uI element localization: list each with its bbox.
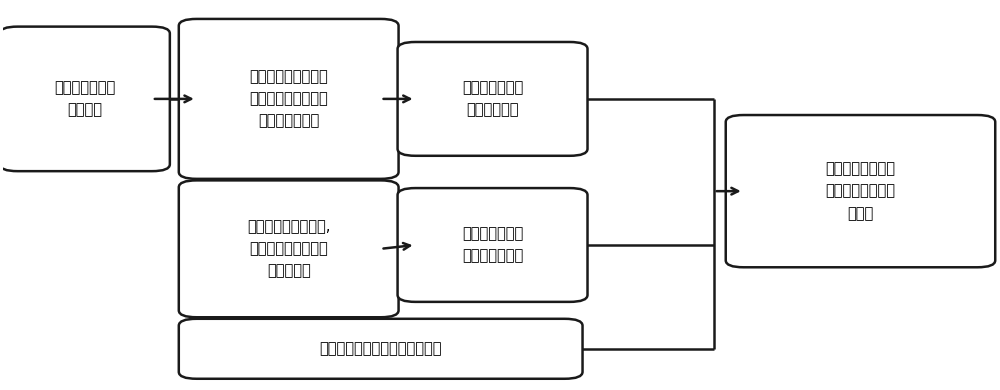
FancyBboxPatch shape <box>726 115 995 267</box>
Text: 根据室外实际条件计算环境参数: 根据室外实际条件计算环境参数 <box>319 341 442 356</box>
Text: 建立钙钛矿电池
分层传热模型: 建立钙钛矿电池 分层传热模型 <box>462 80 523 117</box>
Text: 基于热力学第二定律
分析钙钛矿电池各层
之间的传热机理: 基于热力学第二定律 分析钙钛矿电池各层 之间的传热机理 <box>249 69 328 129</box>
FancyBboxPatch shape <box>179 19 399 179</box>
FancyBboxPatch shape <box>179 181 399 317</box>
Text: 分析钙钛矿电池
分层结构: 分析钙钛矿电池 分层结构 <box>54 80 115 117</box>
Text: 求解计算钙钛矿电
池整体与各层之间
的温度: 求解计算钙钛矿电 池整体与各层之间 的温度 <box>825 161 895 221</box>
FancyBboxPatch shape <box>179 319 583 379</box>
FancyBboxPatch shape <box>398 42 588 156</box>
Text: 基于热力学第二定律,
分析钙钛矿电池整体
的传热机理: 基于热力学第二定律, 分析钙钛矿电池整体 的传热机理 <box>247 219 330 278</box>
FancyBboxPatch shape <box>398 188 588 302</box>
FancyBboxPatch shape <box>0 27 170 171</box>
Text: 建立钙钛矿电池
的整体传热模型: 建立钙钛矿电池 的整体传热模型 <box>462 226 523 264</box>
